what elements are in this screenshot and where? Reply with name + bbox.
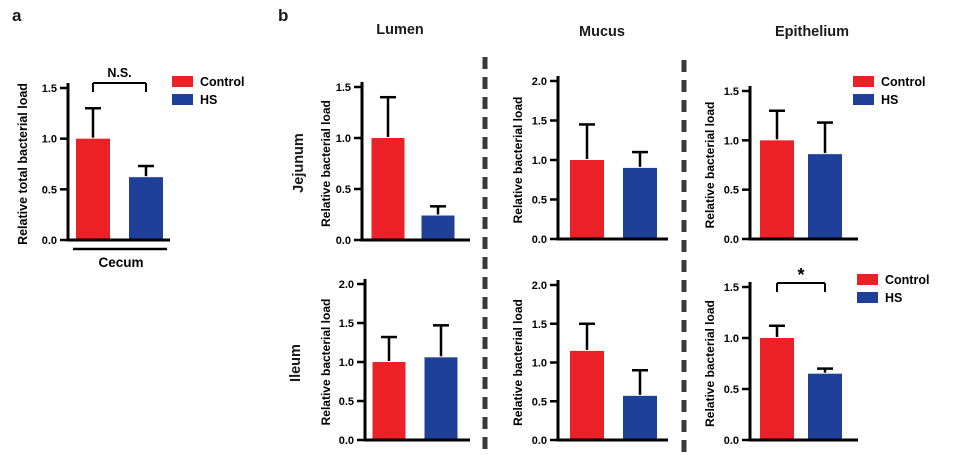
legend-label-control: Control [885,273,929,287]
y-tick-label: 1.5 [724,282,739,294]
legend-label-hs: HS [200,93,217,107]
bar-control [76,138,110,240]
y-tick-label: 0.0 [339,435,354,447]
legend-label-control: Control [881,75,925,89]
y-tick-label: 1.0 [724,135,739,147]
y-axis-label: Relative bacterial load [511,299,525,426]
panel-a-label: a [12,6,22,25]
y-tick-label: 1.5 [336,82,351,94]
bar-control [570,350,604,440]
y-tick-label: 0.0 [532,435,547,447]
legend-swatch-control [857,274,878,285]
bar-hs [421,215,455,240]
y-axis-label: Relative bacterial load [703,300,717,427]
bar-hs [424,357,458,440]
legend-swatch-control [853,76,874,87]
significance-label: N.S. [107,66,131,80]
y-tick-label: 1.0 [532,155,547,167]
y-tick-label: 0.0 [532,234,547,246]
legend-swatch-hs [857,292,878,303]
y-tick-label: 0.0 [336,235,351,247]
chart-ileum-mucus: 0.0 0.5 1.0 1.5 2.0 Relative bacterial load [511,280,668,447]
y-tick-label: 1.0 [336,133,351,145]
y-tick-label: 2.0 [532,76,547,88]
y-tick-label: 1.5 [532,116,547,128]
y-tick-label: 1.0 [724,333,739,345]
significance-label: * [797,265,804,285]
x-group-label: Cecum [98,255,143,270]
bar-control [570,160,604,239]
y-tick-label: 1.5 [532,319,547,331]
y-axis-label: Relative bacterial load [319,299,333,426]
legend-label-control: Control [200,75,244,89]
y-tick-label: 1.0 [532,358,547,370]
y-tick-label: 0.5 [339,396,354,408]
y-axis-label: Relative bacterial load [319,100,333,227]
bar-hs [623,167,657,239]
y-axis-label: Relative bacterial load [511,97,525,224]
y-axis-label: Relative bacterial load [703,102,717,229]
y-tick-label: 0.0 [42,235,57,247]
chart-cecum: 0.0 0.5 1.0 1.5 Relative total bacterial loa… [16,66,244,270]
legend-swatch-hs [172,94,193,105]
bar-control [760,140,794,239]
bar-hs [129,177,163,240]
chart-ileum-lumen: 0.0 0.5 1.0 1.5 2.0 Relative bacterial load [319,279,470,447]
column-title-epithelium: Epithelium [774,24,850,40]
bar-control [371,138,405,240]
bar-hs [808,373,842,440]
y-tick-label: 1.5 [42,83,57,95]
y-tick-label: 1.5 [339,318,354,330]
y-tick-label: 1.0 [42,134,57,146]
y-tick-label: 0.0 [724,435,739,447]
y-tick-label: 0.5 [336,184,351,196]
column-title-mucus: Mucus [579,24,625,40]
legend-swatch-control [172,76,193,87]
legend-swatch-hs [853,94,874,105]
chart-ileum-epithelium: 0.0 0.5 1.0 1.5 Relative bacterial load * Cont… [703,265,929,447]
legend-label-hs: HS [885,291,902,305]
y-tick-label: 0.5 [724,384,739,396]
chart-jejunum-epithelium: 0.0 0.5 1.0 1.5 Relative bacterial load Contr… [703,75,925,246]
chart-jejunum-mucus: 0.0 0.5 1.0 1.5 2.0 Relative bacterial load [511,76,668,246]
y-tick-label: 2.0 [339,279,354,291]
legend-label-hs: HS [881,93,898,107]
y-axis-label: Relative total bacterial load [16,83,30,245]
y-tick-label: 0.5 [532,396,547,408]
y-tick-label: 0.0 [724,234,739,246]
y-tick-label: 1.0 [339,357,354,369]
panel-b-label: b [278,6,289,25]
column-title-lumen: Lumen [376,22,424,38]
bar-hs [808,154,842,239]
y-tick-label: 0.5 [42,184,57,196]
y-tick-label: 2.0 [532,280,547,292]
y-tick-label: 0.5 [724,185,739,197]
y-tick-label: 1.5 [724,86,739,98]
bar-control [760,338,794,440]
bar-control [372,362,406,440]
bar-hs [623,395,657,440]
y-tick-label: 0.5 [532,195,547,207]
